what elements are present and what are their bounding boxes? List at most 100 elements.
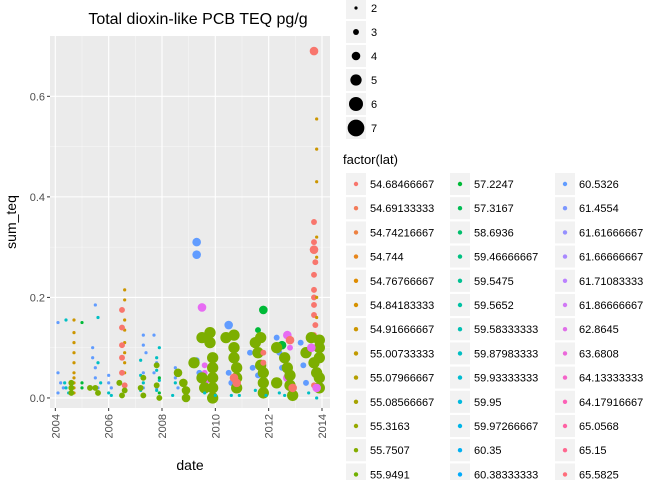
data-point (155, 368, 159, 372)
color-legend-title: factor(lat) (343, 152, 398, 167)
color-legend-label: 61.4554 (579, 203, 619, 215)
data-point (285, 335, 295, 345)
data-point (311, 219, 317, 225)
color-legend-label: 59.97266667 (474, 421, 538, 433)
data-point (119, 354, 125, 361)
data-point (273, 334, 280, 341)
grid-minor (50, 36, 330, 408)
y-axis: 0.0 0.2 0.4 0.6 (30, 91, 50, 405)
data-point (192, 237, 201, 247)
data-point (225, 369, 232, 376)
data-point (140, 392, 147, 399)
data-point (284, 369, 296, 381)
color-legend-swatch (457, 327, 463, 332)
color-legend-label: 60.38333333 (474, 469, 538, 480)
data-point (315, 235, 319, 239)
data-point (259, 305, 268, 315)
data-point (64, 386, 68, 390)
data-point (109, 386, 113, 390)
data-point (309, 245, 319, 254)
color-legend-key (346, 463, 366, 480)
color-legend-label: 55.9491 (370, 469, 410, 480)
color-legend-label: 55.07966667 (370, 373, 434, 385)
data-point (99, 381, 103, 385)
x-tick-label: 2012 (264, 414, 276, 438)
data-point (141, 381, 145, 385)
color-legend-label: 59.93333333 (474, 373, 538, 385)
data-point (213, 393, 217, 398)
data-point (72, 371, 76, 375)
size-legend-symbol (350, 74, 362, 86)
x-axis-label: date (176, 457, 203, 473)
data-point (72, 351, 76, 355)
data-point (121, 387, 128, 394)
data-point (56, 320, 60, 325)
data-point (91, 346, 95, 350)
size-legend-label: 4 (371, 51, 377, 63)
color-legend-swatch (562, 206, 568, 211)
data-point (157, 391, 161, 395)
size-legend-symbol (349, 97, 363, 111)
size-legend-label: 2 (371, 3, 377, 15)
data-point (123, 288, 127, 292)
color-legend-label: 55.3163 (370, 421, 410, 433)
color-legend-label: 58.6936 (474, 227, 514, 239)
color-legend-swatch (562, 399, 568, 404)
color-legend-label: 54.744 (370, 252, 404, 264)
data-point (72, 330, 76, 335)
data-point (96, 315, 100, 320)
color-legend-label: 60.5326 (579, 179, 619, 191)
data-point (203, 391, 207, 395)
data-point (153, 382, 160, 389)
color-legend-label: 57.3167 (474, 203, 514, 215)
data-point (231, 362, 243, 374)
color-legend-label: 54.74216667 (370, 227, 434, 239)
data-point (311, 239, 317, 246)
data-point (249, 364, 256, 371)
data-point (312, 383, 321, 393)
color-legend-swatch (562, 230, 568, 235)
size-legend-label: 6 (371, 99, 377, 111)
color-legend-label: 59.46666667 (474, 252, 538, 264)
x-tick-label: 2004 (50, 414, 62, 438)
data-point (95, 389, 101, 396)
data-point (119, 369, 125, 376)
data-point (173, 368, 183, 378)
x-axis: 2004 2006 2008 2010 2012 2014 (50, 408, 329, 438)
data-point (109, 393, 113, 398)
x-tick-label: 2010 (210, 414, 222, 438)
color-legend-swatch (353, 375, 359, 380)
data-point (257, 377, 269, 389)
color-legend-swatch (353, 327, 359, 332)
data-point (155, 356, 159, 360)
size-legend-label: 5 (371, 75, 377, 87)
color-legend-swatch (353, 472, 359, 477)
data-point (237, 393, 241, 398)
color-legend-label: 62.8645 (579, 324, 619, 336)
data-point (141, 371, 145, 375)
data-point (155, 388, 159, 393)
data-point (121, 382, 128, 389)
plot-background (50, 36, 330, 408)
data-point (119, 307, 125, 313)
data-point (119, 342, 125, 349)
data-point (192, 250, 201, 259)
color-legend-label: 65.0568 (579, 421, 619, 433)
data-point (257, 367, 269, 379)
color-legend-swatch (562, 181, 568, 187)
data-point (181, 393, 191, 403)
data-point (87, 384, 93, 391)
color-legend-swatch (562, 278, 568, 283)
data-point (63, 381, 67, 385)
color-legend-key (450, 463, 470, 480)
data-point (157, 378, 161, 382)
color-legend-label: 60.35 (474, 445, 502, 457)
data-point (59, 381, 63, 385)
data-point (257, 387, 269, 399)
data-point (253, 388, 257, 393)
data-point (287, 344, 293, 351)
data-point (68, 389, 75, 396)
data-point (137, 384, 144, 391)
data-point (123, 351, 127, 355)
